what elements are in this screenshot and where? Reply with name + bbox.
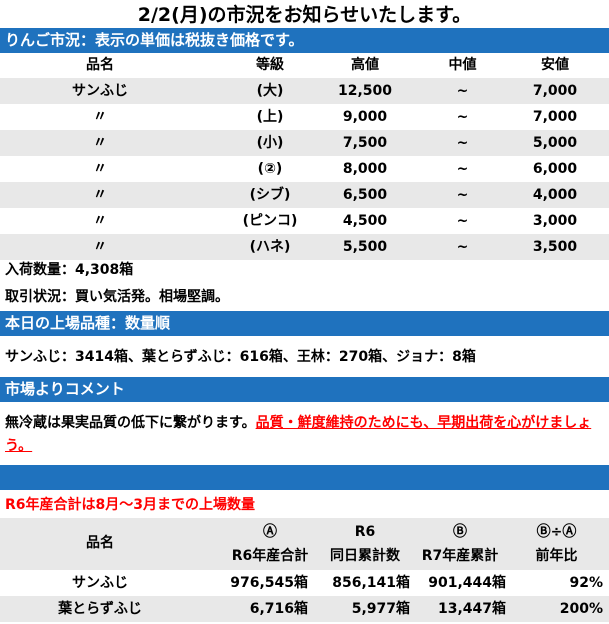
cell-name: 〃 (93, 161, 107, 177)
market-table-header: 品名 等級 高値 中値 安値 (0, 52, 609, 78)
summary-cell: 200% (559, 601, 603, 617)
summary-cell: サンふじ (72, 575, 128, 591)
summary-cell: 6,716箱 (249, 601, 308, 617)
cell-mid: ~ (456, 161, 469, 177)
cell-name: 〃 (93, 135, 107, 151)
cell-low: 3,500 (532, 239, 578, 255)
trade-status: 取引状況：買い気活発。相場堅調。 (5, 289, 229, 305)
listing-header: 本日の上場品種：数量順 (0, 311, 609, 336)
summary-col-bottom: 前年比 (535, 548, 578, 564)
market-row: 〃 (ハネ) 5,500 ~3,500 (0, 234, 609, 260)
summary-col-name: 品名 (86, 535, 114, 551)
col-grade: 等級 (256, 57, 284, 73)
cell-low: 7,000 (532, 109, 578, 125)
summary-note: R6年産合計は8月～3月までの上場数量 (5, 497, 256, 513)
cell-high: 12,500 (337, 83, 393, 99)
cell-high: 5,500 (342, 239, 388, 255)
cell-grade: (ハネ) (249, 239, 291, 255)
cell-low: 4,000 (532, 187, 578, 203)
summary-row: サンふじ 976,545箱 856,141箱 901,444箱 92% (0, 570, 609, 596)
market-row: 〃 (②) 8,000 ~6,000 (0, 156, 609, 182)
listing-text: サンふじ：3414箱、葉とらずふじ：616箱、王林：270箱、ジョナ：8箱 (5, 349, 476, 365)
cell-grade: (ピンコ) (242, 213, 298, 229)
cell-low: 7,000 (532, 83, 578, 99)
cell-grade: (小) (256, 135, 284, 151)
cell-mid: ~ (456, 135, 469, 151)
summary-cell: 葉とらずふじ (58, 601, 142, 617)
page-title: 2/2(月)の市況をお知らせいたします。 (137, 4, 472, 26)
market-row: 〃 (シブ) 6,500 ~4,000 (0, 182, 609, 208)
cell-name: 〃 (93, 239, 107, 255)
summary-header: 品名 Ⓐ R6年産合計 R6 同日累計数 Ⓑ R7年産累計 Ⓑ÷Ⓐ 前年比 (0, 518, 609, 570)
col-high: 高値 (351, 57, 379, 73)
summary-cell: 5,977箱 (351, 601, 410, 617)
market-row: サンふじ (大) 12,500 ~7,000 (0, 78, 609, 104)
arrivals: 入荷数量：4,308箱 (5, 262, 134, 278)
summary-col-top: Ⓑ (453, 524, 467, 540)
cell-high: 9,000 (342, 109, 388, 125)
comment-header: 市場よりコメント (0, 377, 609, 402)
cell-name: 〃 (93, 109, 107, 125)
cell-high: 4,500 (342, 213, 388, 229)
summary-cell: 901,444箱 (428, 575, 506, 591)
summary-col-bottom: 同日累計数 (330, 548, 400, 564)
cell-name: 〃 (93, 187, 107, 203)
cell-mid: ~ (456, 109, 469, 125)
summary-bar (0, 465, 609, 490)
col-mid: 中値 (448, 57, 477, 73)
cell-mid: ~ (456, 239, 469, 255)
comment-highlight: 品質・鮮度維持のためにも、早期出荷を心がけましょう。 (5, 415, 592, 454)
cell-grade: (大) (256, 83, 284, 99)
summary-cell: 856,141箱 (332, 575, 410, 591)
cell-high: 6,500 (342, 187, 388, 203)
market-header: りんご市況：表示の単価は税抜き価格です。 (0, 28, 609, 53)
comment-body: 無冷蔵は果実品質の低下に繋がります。品質・鮮度維持のためにも、早期出荷を心がけま… (5, 412, 605, 458)
cell-grade: (シブ) (249, 187, 291, 203)
market-row: 〃 (小) 7,500 ~5,000 (0, 130, 609, 156)
summary-cell: 92% (569, 575, 603, 591)
summary-col-top: R6 (354, 524, 376, 540)
col-low: 安値 (541, 57, 569, 73)
comment-text: 無冷蔵は果実品質の低下に繋がります。 (5, 415, 256, 431)
market-row: 〃 (上) 9,000 ~7,000 (0, 104, 609, 130)
summary-col-bottom: R6年産合計 (231, 548, 309, 564)
cell-name: サンふじ (72, 83, 128, 99)
summary-col-top: Ⓐ (263, 524, 277, 540)
cell-low: 5,000 (532, 135, 578, 151)
col-name: 品名 (86, 57, 114, 73)
cell-grade: (上) (256, 109, 284, 125)
cell-low: 6,000 (532, 161, 578, 177)
cell-mid: ~ (456, 83, 469, 99)
cell-name: 〃 (93, 213, 107, 229)
cell-grade: (②) (257, 161, 283, 177)
summary-row: 葉とらずふじ 6,716箱 5,977箱 13,447箱 200% (0, 596, 609, 622)
summary-col-bottom: R7年産累計 (421, 548, 499, 564)
cell-low: 3,000 (532, 213, 578, 229)
summary-col-top: Ⓑ÷Ⓐ (536, 524, 577, 540)
summary-cell: 13,447箱 (437, 601, 506, 617)
cell-high: 8,000 (342, 161, 388, 177)
cell-mid: ~ (456, 187, 469, 203)
summary-cell: 976,545箱 (230, 575, 308, 591)
cell-mid: ~ (456, 213, 469, 229)
cell-high: 7,500 (342, 135, 388, 151)
market-row: 〃 (ピンコ) 4,500 ~3,000 (0, 208, 609, 234)
